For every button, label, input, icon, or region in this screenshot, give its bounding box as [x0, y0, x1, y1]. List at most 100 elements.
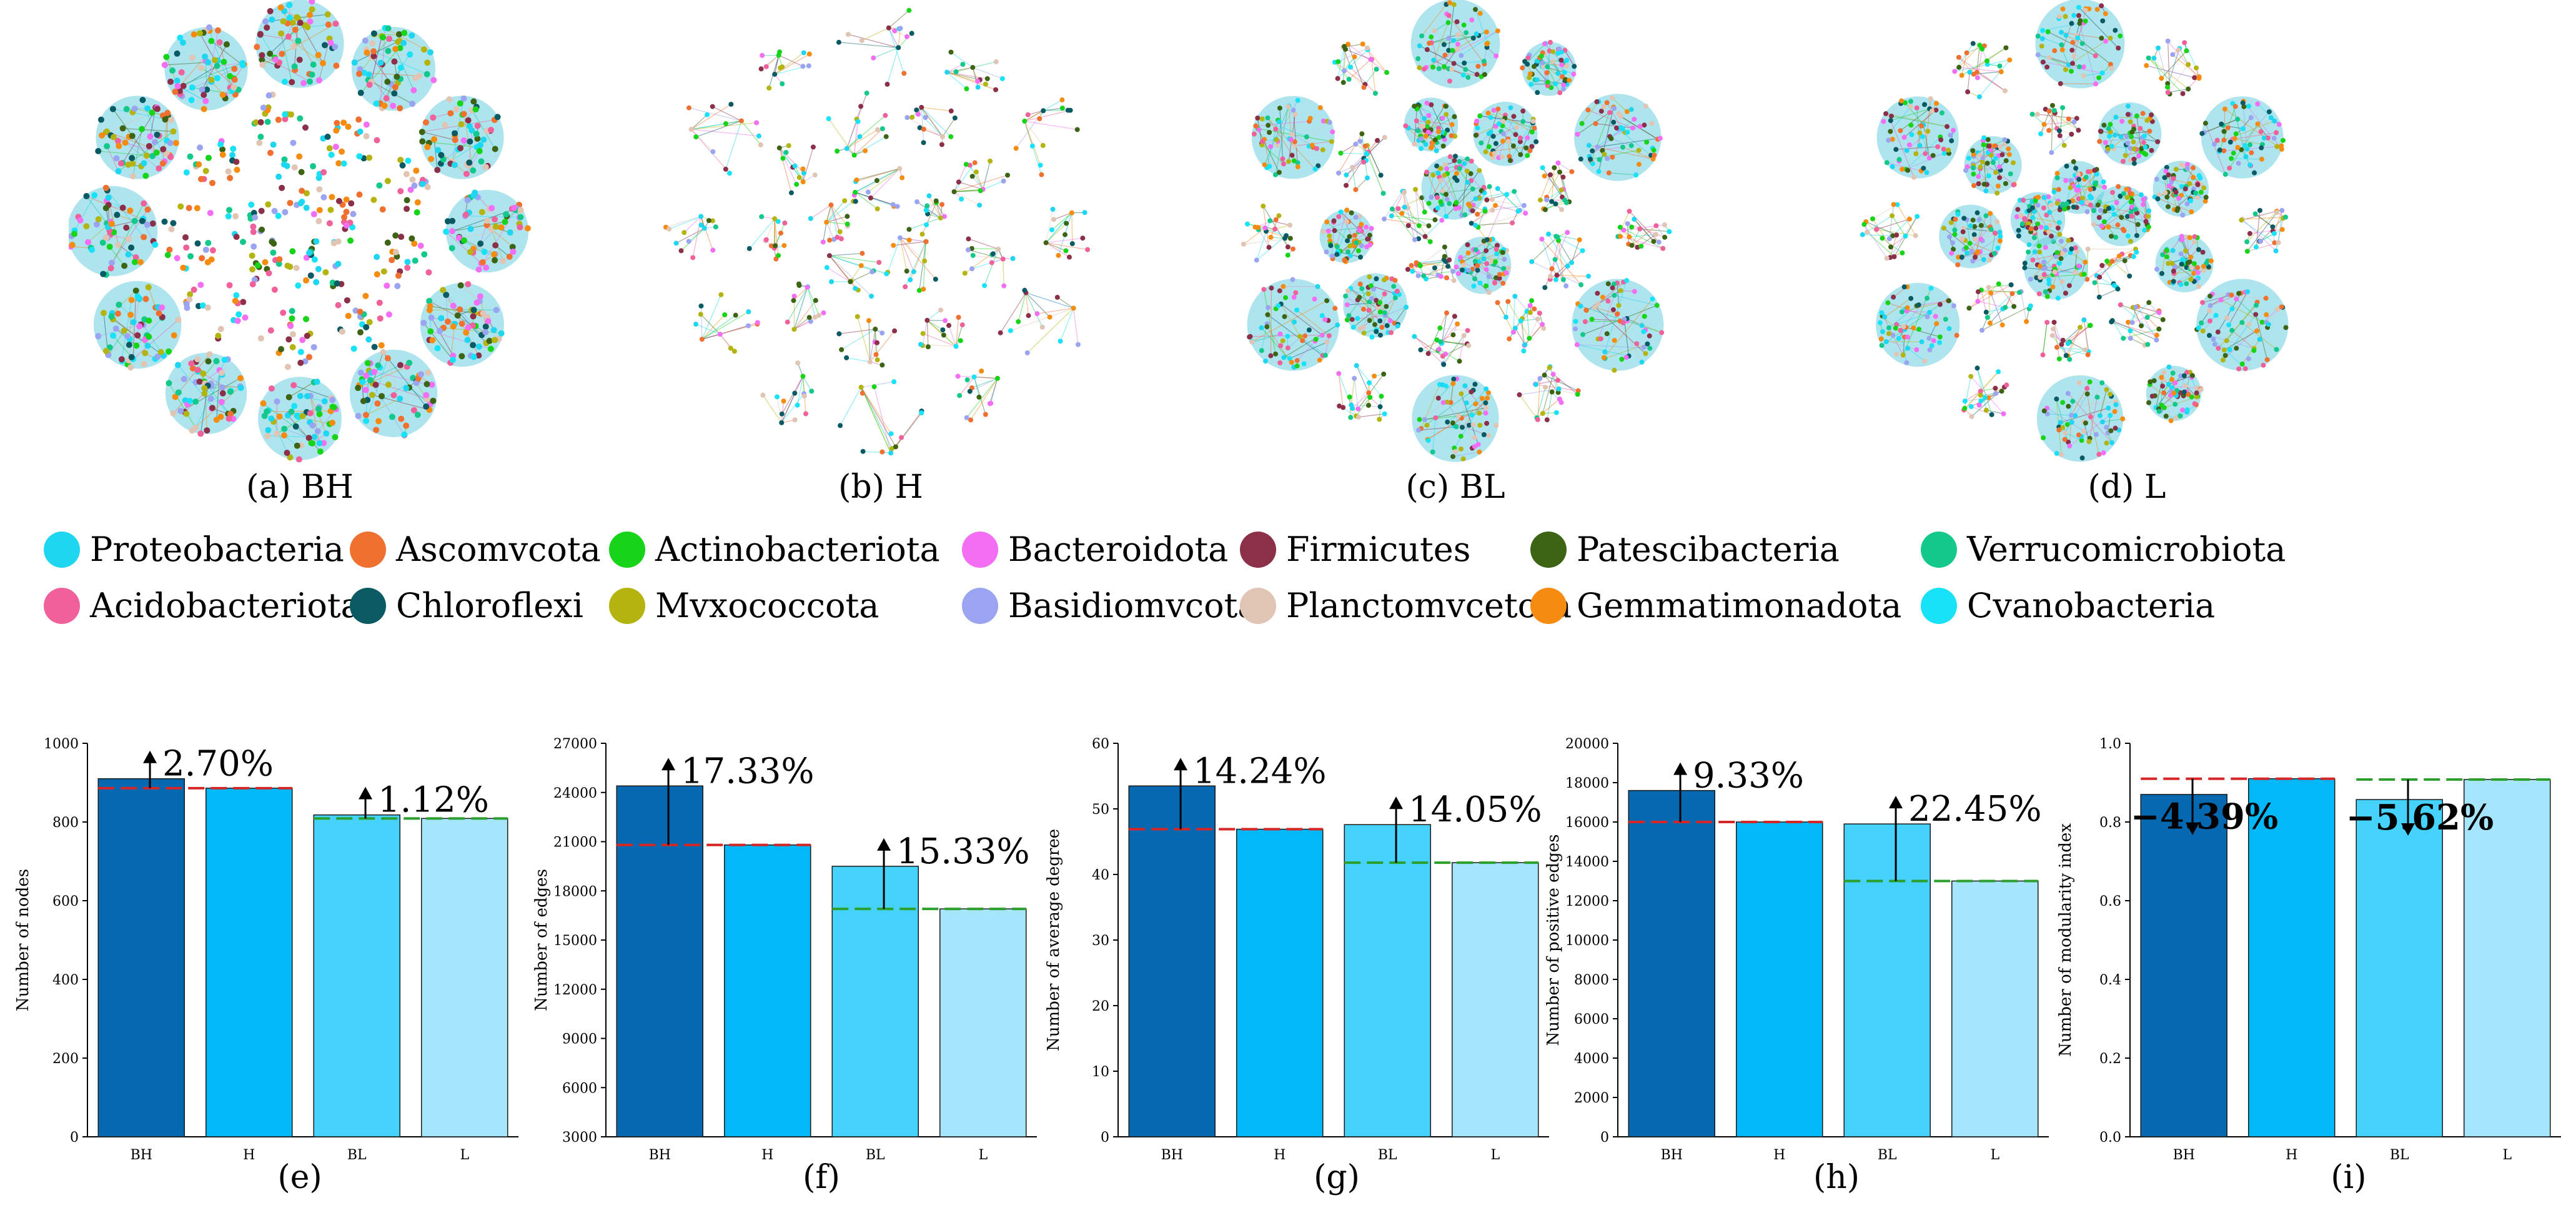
network-module	[93, 280, 182, 371]
network-module	[2194, 279, 2289, 372]
x-tick-label: BH	[649, 1147, 671, 1163]
y-tick-label: 16000	[1565, 815, 1609, 831]
legend-item: Bacteroidota	[962, 530, 1228, 569]
network-module	[303, 238, 345, 290]
y-tick-label: 1000	[44, 736, 79, 752]
x-tick-label: BL	[1378, 1147, 1397, 1163]
network-module	[1966, 281, 2033, 333]
bar-bl	[1344, 824, 1431, 1137]
legend-item: Gemmatimonadota	[1530, 586, 1901, 625]
x-tick-label: L	[460, 1147, 469, 1163]
panel-label-h: (h)	[1813, 1159, 1860, 1196]
network-module	[2091, 184, 2152, 246]
network-module	[374, 232, 432, 289]
network-module	[183, 138, 240, 186]
bar-bh	[2140, 794, 2227, 1137]
legend-label: Firmicutes	[1286, 530, 1471, 569]
network-module	[2154, 234, 2214, 293]
y-tick-label: 12000	[1565, 894, 1609, 909]
legend-swatch	[1240, 587, 1276, 624]
network-module	[1860, 202, 1920, 261]
network-module	[95, 96, 179, 180]
arrow-head	[877, 838, 891, 851]
y-tick-label: 0.6	[2099, 894, 2121, 909]
y-tick-label: 40	[1092, 868, 1109, 883]
network-module	[1251, 96, 1335, 179]
bar-l	[421, 818, 508, 1137]
network-module	[1382, 187, 1445, 244]
network-module	[693, 292, 760, 354]
network-module	[2146, 364, 2204, 423]
percent-change-label: 1.12%	[378, 780, 489, 821]
network-module	[257, 307, 317, 370]
percent-change-label: 17.33%	[681, 751, 815, 791]
network-module	[1537, 160, 1575, 212]
network-module	[351, 24, 437, 112]
network-module	[161, 203, 216, 272]
y-tick-label: 6000	[1574, 1012, 1609, 1027]
network-module	[836, 7, 914, 87]
y-tick-label: 12000	[553, 983, 597, 998]
network-module	[69, 184, 159, 278]
x-tick-label: L	[1490, 1147, 1500, 1163]
network-module	[2097, 102, 2162, 166]
x-tick-label: BH	[2173, 1147, 2195, 1163]
network-module	[1572, 278, 1665, 373]
y-tick-label: 3000	[562, 1130, 597, 1146]
network-module	[838, 379, 924, 456]
network-module	[1410, 0, 1500, 89]
legend-item: Basidiomvcota	[962, 586, 1258, 625]
network-module	[1247, 277, 1340, 371]
network-module	[760, 360, 815, 425]
bar-bh	[616, 785, 703, 1137]
arrow-head	[359, 786, 373, 800]
y-tick-label: 600	[52, 894, 79, 909]
bar-h	[2248, 778, 2336, 1137]
y-tick-label: 60	[1092, 736, 1109, 752]
bar-chart: 0.0 0.2 0.4 0.6 0.8 1.0 Number of modularity i…	[2056, 736, 2561, 1163]
arrow-head	[1889, 796, 1903, 809]
percent-change-label: −4.39%	[2131, 796, 2279, 838]
legend-swatch	[1921, 587, 1957, 624]
network-module	[1876, 282, 1960, 367]
network-module	[2152, 161, 2209, 218]
x-tick-label: L	[1990, 1147, 1999, 1163]
x-tick-label: H	[2286, 1147, 2297, 1163]
y-tick-label: 14000	[1565, 854, 1609, 870]
network-module	[2040, 317, 2093, 362]
network-module	[918, 307, 965, 350]
bar-chart: 3000 6000 9000 12000 15000 18000 21000 24000 270…	[532, 736, 1037, 1163]
network-module	[808, 198, 856, 245]
network-module	[254, 0, 344, 88]
network-module	[904, 104, 958, 147]
network-module	[335, 292, 392, 352]
legend-item: Firmicutes	[1240, 530, 1470, 569]
legend-swatch	[962, 531, 998, 568]
x-tick-label: L	[2502, 1147, 2512, 1163]
bar-bl	[831, 866, 919, 1137]
bar-bh	[1628, 790, 1715, 1137]
panel-label-i: (i)	[2331, 1159, 2367, 1196]
network-module	[1412, 310, 1472, 367]
network-module	[349, 349, 438, 438]
network-module	[906, 193, 947, 237]
network-module	[2035, 0, 2125, 89]
y-tick-label: 15000	[553, 933, 597, 949]
network-module	[2022, 235, 2088, 301]
legend-swatch	[44, 531, 80, 568]
chart-positive-edges: 0 2000 4000 6000 8000 10000 12000 14000 16000 180…	[1530, 731, 2055, 1163]
legend-label: Bacteroidota	[1008, 530, 1229, 569]
network-module	[2144, 38, 2202, 97]
legend-item: Acidobacteriota	[44, 586, 361, 625]
network-module	[2029, 102, 2081, 156]
network-panel-bl	[1224, 0, 1687, 462]
network-label-l: (d) L	[2088, 468, 2166, 506]
bar-l	[1452, 862, 1539, 1137]
y-tick-label: 0.4	[2099, 973, 2121, 988]
y-tick-label: 10000	[1565, 933, 1609, 949]
y-tick-label: 20	[1092, 999, 1109, 1014]
panel-label-e: (e)	[277, 1159, 322, 1196]
legend-item: Proteobacteria	[44, 530, 344, 569]
y-tick-label: 18000	[553, 884, 597, 899]
network-module	[183, 282, 249, 342]
